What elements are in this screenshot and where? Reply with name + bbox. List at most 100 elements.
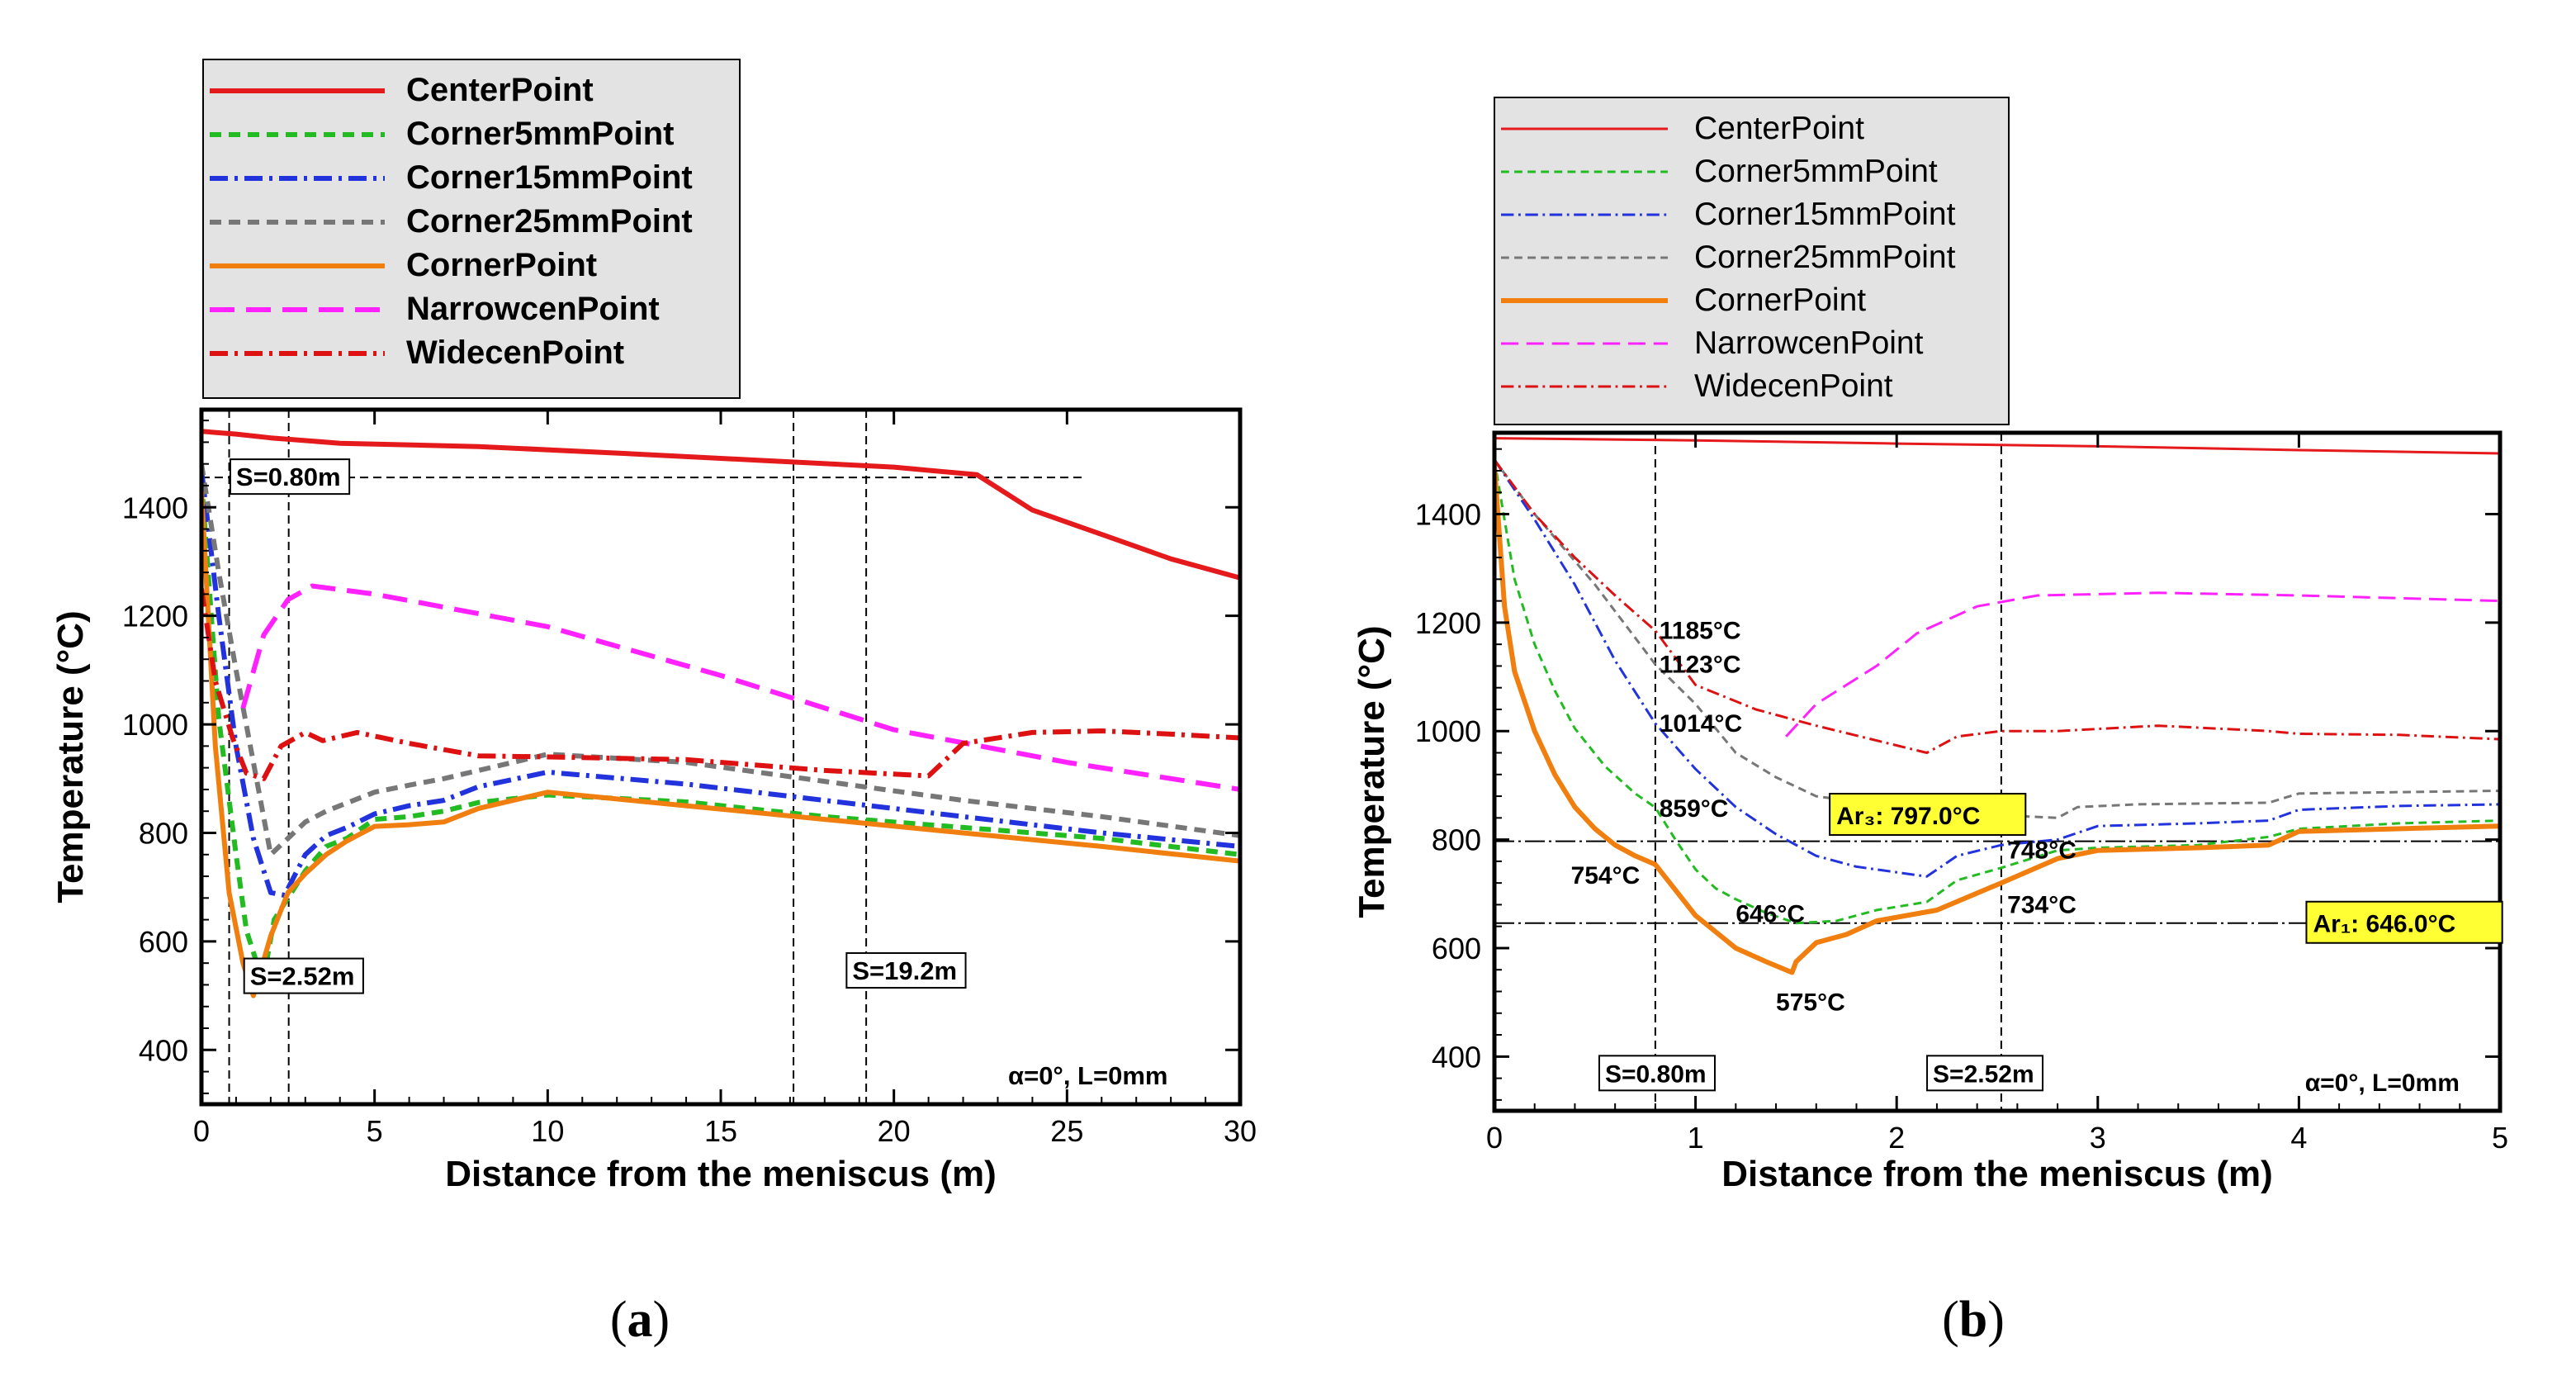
y-tick-label: 1000	[1415, 714, 1481, 748]
legend-label: NarrowcenPoint	[406, 291, 660, 327]
y-tick-label: 1200	[122, 600, 188, 633]
section-label-box	[243, 957, 364, 994]
threshold-label: Ar₁: 646.0°C	[2313, 911, 2455, 938]
panel-caption: (a)	[610, 1292, 670, 1348]
series-line-WidecenPoint	[201, 588, 1240, 781]
panel-caption: (b)	[1942, 1292, 2005, 1348]
section-label: S=2.52m	[250, 962, 355, 991]
section-label: S=19.2m	[852, 956, 957, 985]
value-label: 646°C	[1735, 901, 1805, 928]
y-tick-label: 600	[1432, 932, 1481, 965]
legend-label: WidecenPoint	[1694, 368, 1893, 404]
section-label-box	[229, 458, 351, 496]
series-line-CenterPoint	[1494, 437, 2500, 455]
threshold-label-box	[2305, 900, 2503, 944]
section-label: S=0.80m	[1605, 1060, 1707, 1088]
legend-label: NarrowcenPoint	[1694, 325, 1924, 361]
y-axis: 400 600 800 1000 1200 1400	[122, 420, 1240, 1094]
chart-a: 0 5 10 15 20 25 30 400 600 800 1000 1200 1400 Distanc…	[50, 59, 1257, 1348]
legend-label: Corner25mmPoint	[1694, 240, 1956, 275]
section-label-box	[1598, 1055, 1716, 1092]
section-label-box	[1926, 1055, 2044, 1092]
legend-box	[1494, 97, 2010, 425]
y-axis-label: Temperature (°C)	[1352, 625, 1392, 918]
legend-label: CenterPoint	[1694, 111, 1864, 146]
x-axis: 0 5 10 15 20 25 30	[193, 410, 1257, 1148]
x-tick-label: 1	[1688, 1121, 1704, 1155]
legend-label: Corner5mmPoint	[406, 116, 675, 152]
value-label: 1185°C	[1660, 618, 1741, 645]
x-tick-label: 0	[1486, 1121, 1503, 1155]
series-line-CenterPoint	[201, 429, 1240, 581]
threshold-label: Ar₃: 797.0°C	[1836, 803, 1980, 830]
value-label: 734°C	[2007, 891, 2076, 918]
series-line-Corner5mmPoint	[1494, 459, 2500, 925]
legend-label: CornerPoint	[1694, 282, 1866, 318]
x-tick-label: 3	[2090, 1121, 2106, 1155]
x-tick-label: 10	[531, 1114, 564, 1148]
legend: CenterPoint Corner5mmPoint Corner15mmPoint…	[1494, 97, 2010, 425]
series-group	[1494, 437, 2500, 975]
y-tick-label: 400	[1432, 1040, 1481, 1074]
x-tick-label: 4	[2290, 1121, 2307, 1155]
series-line-Corner15mmPoint	[1494, 458, 2500, 878]
section-label-box	[845, 952, 967, 989]
x-tick-label: 2	[1888, 1121, 1905, 1155]
x-tick-label: 15	[704, 1114, 737, 1148]
x-axis: 0 1 2 3 4 5	[1486, 433, 2508, 1155]
section-label: S=2.52m	[1933, 1060, 2034, 1088]
x-tick-label: 30	[1224, 1114, 1257, 1148]
value-label: 1123°C	[1660, 651, 1741, 678]
value-label: 748°C	[2007, 837, 2076, 865]
plot-frame	[199, 407, 1243, 1107]
y-tick-label: 400	[139, 1033, 188, 1067]
series-line-NarrowcenPoint	[1785, 591, 2500, 738]
reference-lines	[1494, 433, 2500, 1111]
threshold-label-box	[1829, 793, 2027, 837]
value-label: α=0°, L=0mm	[1008, 1061, 1167, 1090]
x-axis-label: Distance from the meniscus (m)	[445, 1154, 997, 1194]
y-tick-label: 1000	[122, 708, 188, 742]
plot-frame	[1492, 430, 2503, 1113]
annotations: S=0.80m S=2.52m S=19.2m α=0°, L=0mm	[229, 458, 1167, 1090]
y-tick-label: 1400	[1415, 498, 1481, 532]
series-line-CornerPoint	[1494, 465, 2500, 975]
y-axis-label: Temperature (°C)	[50, 610, 91, 903]
x-tick-label: 5	[2492, 1121, 2508, 1155]
legend-label: Corner25mmPoint	[406, 203, 693, 240]
legend-label: CornerPoint	[406, 247, 597, 283]
y-tick-label: 600	[139, 925, 188, 959]
x-tick-label: 0	[193, 1114, 210, 1148]
legend-label: Corner15mmPoint	[406, 159, 693, 196]
value-label: α=0°, L=0mm	[2305, 1070, 2460, 1097]
x-tick-label: 25	[1050, 1114, 1083, 1148]
series-line-NarrowcenPoint	[240, 583, 1240, 792]
section-label: S=0.80m	[236, 462, 341, 491]
value-label: 754°C	[1571, 862, 1641, 889]
series-line-Corner5mmPoint	[201, 480, 1240, 966]
annotations: 1185°C 1123°C 1014°C 859°C 754°C 646°C 575°C 74…	[1571, 618, 2503, 1097]
legend-label: WidecenPoint	[406, 334, 624, 371]
chart-b: 0 1 2 3 4 5 400 600 800 1000 1200 1400 Distance from…	[1352, 97, 2508, 1348]
x-axis-label: Distance from the meniscus (m)	[1721, 1154, 2273, 1194]
legend-label: CenterPoint	[406, 72, 594, 108]
value-label: 859°C	[1660, 795, 1729, 823]
legend-box	[202, 59, 741, 399]
y-tick-label: 800	[1432, 823, 1481, 857]
legend-label: Corner5mmPoint	[1694, 154, 1938, 189]
y-tick-label: 1400	[122, 491, 188, 524]
y-tick-label: 1200	[1415, 606, 1481, 640]
series-line-Corner25mmPoint	[201, 463, 1240, 857]
x-tick-label: 5	[367, 1114, 383, 1148]
series-line-WidecenPoint	[1494, 458, 2500, 754]
y-tick-label: 800	[139, 816, 188, 850]
value-label: 575°C	[1776, 989, 1845, 1017]
y-axis: 400 600 800 1000 1200 1400	[1415, 448, 2500, 1101]
value-label: 1014°C	[1660, 710, 1742, 738]
series-line-CornerPoint	[201, 491, 1240, 998]
legend: CenterPoint Corner5mmPoint Corner15mmPoint…	[202, 59, 741, 399]
x-tick-label: 20	[878, 1114, 911, 1148]
series-group	[201, 429, 1240, 998]
